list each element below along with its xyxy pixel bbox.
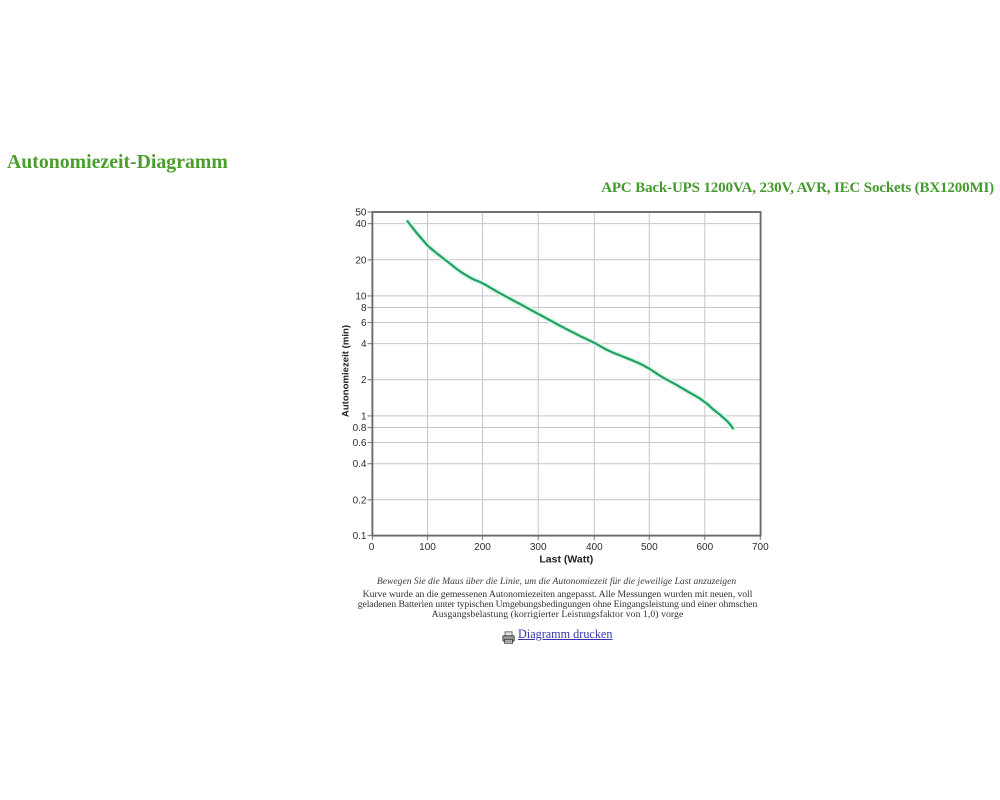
svg-text:0: 0	[369, 542, 375, 553]
svg-text:700: 700	[752, 542, 769, 553]
svg-text:4: 4	[361, 339, 367, 350]
svg-text:400: 400	[586, 542, 603, 553]
svg-text:0.8: 0.8	[353, 423, 367, 434]
svg-text:1: 1	[361, 411, 367, 422]
svg-text:10: 10	[355, 291, 367, 302]
svg-text:600: 600	[696, 542, 713, 553]
svg-text:0.6: 0.6	[353, 438, 367, 449]
svg-text:Autonomiezeit (min): Autonomiezeit (min)	[340, 325, 351, 417]
svg-text:0.2: 0.2	[353, 495, 367, 506]
svg-text:100: 100	[419, 542, 436, 553]
svg-text:6: 6	[361, 318, 367, 329]
svg-text:0.1: 0.1	[353, 531, 367, 542]
svg-text:0.4: 0.4	[353, 459, 367, 470]
svg-text:20: 20	[355, 255, 367, 266]
svg-text:40: 40	[355, 219, 367, 230]
svg-text:Last (Watt): Last (Watt)	[539, 553, 593, 565]
svg-text:300: 300	[530, 542, 547, 553]
svg-text:8: 8	[361, 303, 367, 314]
svg-text:50: 50	[355, 208, 367, 219]
svg-text:500: 500	[641, 542, 658, 553]
svg-text:200: 200	[474, 542, 491, 553]
svg-text:2: 2	[361, 375, 367, 386]
